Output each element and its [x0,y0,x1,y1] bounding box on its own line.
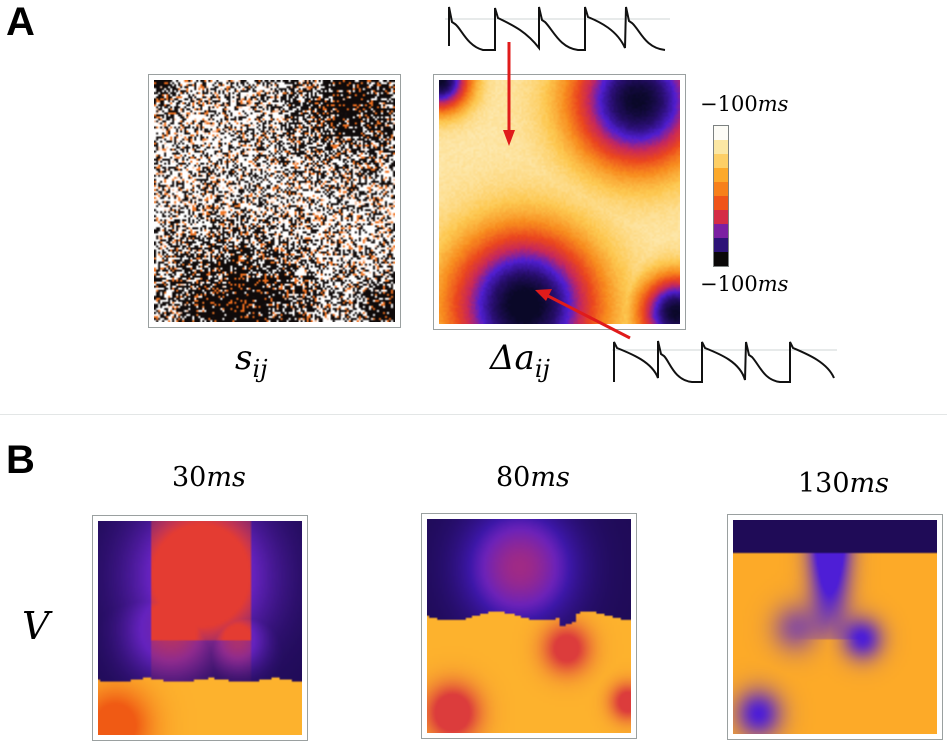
voltage-map-80ms [427,519,631,733]
arrow-down-head [503,130,515,146]
snapshot-80ms-map [421,513,637,739]
row-label-v: V [22,604,49,648]
action-potential-trace-bottom [612,336,837,386]
voltage-map-130ms [733,520,937,734]
snapshot-30ms-label: 30ms [172,462,246,493]
snapshot-30ms-map [92,515,308,741]
colorbar [713,125,729,267]
colorbar-bottom-label: −100ms [700,272,788,296]
colorbar-top-label: −100ms [700,92,788,116]
panel-divider [0,414,947,415]
snapshot-130ms-label: 130ms [798,468,889,499]
snapshot-130ms-map [727,514,943,740]
arrow-diagonal-head [535,289,552,301]
panel-b-label: B [6,438,35,483]
arrow-diagonal [548,296,630,338]
voltage-map-30ms [98,521,302,735]
snapshot-80ms-label: 80ms [496,462,570,493]
